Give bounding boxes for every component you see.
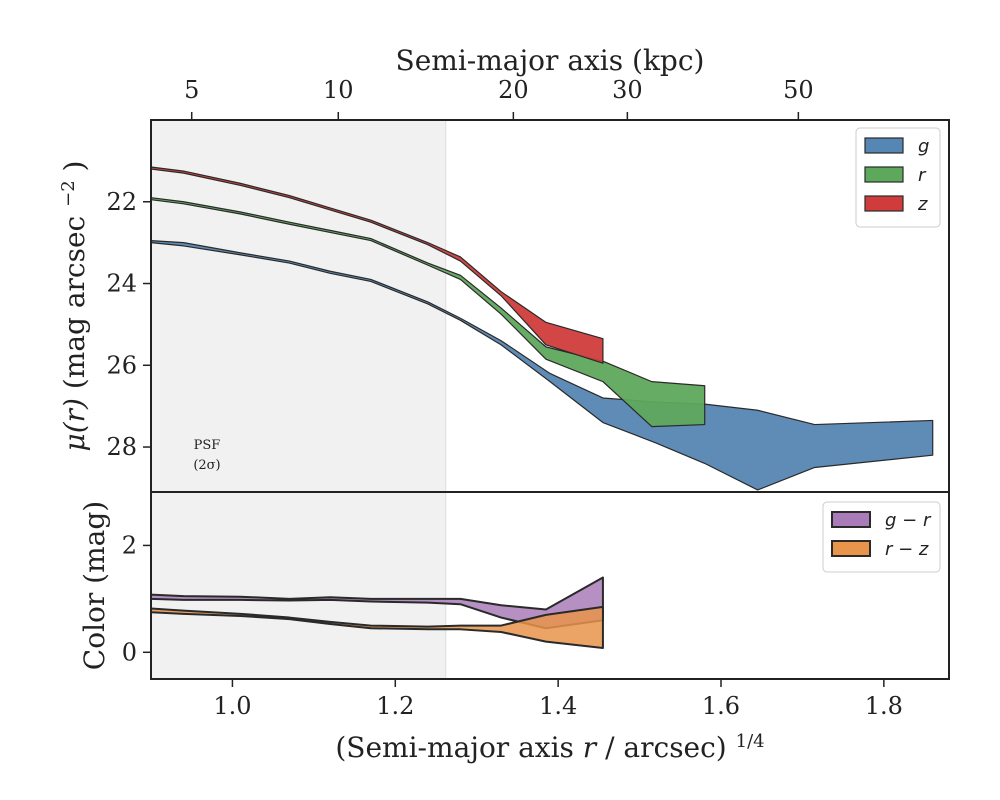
- color-panel: 02 1.0 1.2 1.4 1.6 1.8 Color (mag) (Semi-maj…: [78, 491, 950, 765]
- series-band-2: [150, 605, 604, 650]
- series-band-3: [150, 166, 604, 364]
- bottom-y-ticks: 02: [122, 531, 151, 666]
- bottom-x-ticks: 1.0 1.2 1.4 1.6 1.8: [213, 679, 903, 720]
- y-tick-label: 26: [106, 351, 137, 379]
- x-tick-label: 1.8: [865, 692, 903, 720]
- ylabel-close: ): [58, 160, 91, 171]
- legend-label: g − r: [885, 510, 932, 531]
- series-band-2: [150, 197, 706, 428]
- legend-swatch: [831, 540, 871, 557]
- color-axis-title: Color (mag): [78, 501, 111, 670]
- top-kpc-ticks: 5 10 20 30 50: [184, 76, 814, 120]
- xlabel-pre: (Semi-major axis: [335, 731, 582, 764]
- y-tick-label: 2: [122, 531, 137, 559]
- legend-swatch: [831, 511, 871, 528]
- x-tick-label: 1.6: [702, 692, 740, 720]
- kpc-tick-label: 50: [783, 76, 814, 104]
- y-tick-label: 22: [106, 188, 137, 216]
- x-tick-label: 1.0: [213, 692, 251, 720]
- y-tick-label: 0: [122, 638, 137, 666]
- psf-shaded-region: [151, 492, 446, 679]
- y-tick-label: 24: [106, 270, 137, 298]
- xlabel-post: / arcsec): [605, 731, 727, 764]
- y-tick-label: 28: [106, 433, 137, 461]
- top-legend: grz: [855, 127, 941, 228]
- bottom-panel-frame: [150, 491, 950, 680]
- ylabel-main: μ(r): [58, 398, 91, 451]
- ylabel-unit: (mag arcsec: [58, 216, 91, 389]
- surface-brightness-series: [150, 166, 934, 491]
- legend-label: g: [918, 136, 929, 157]
- top-y-ticks: 22 24 26 28: [106, 188, 151, 461]
- x-tick-label: 1.2: [376, 692, 414, 720]
- surface-brightness-panel: 22 24 26 28 5 10 20 30 50 Semi-major axis (kpc)…: [58, 44, 950, 493]
- kpc-tick-label: 20: [498, 76, 529, 104]
- kpc-tick-label: 30: [612, 76, 643, 104]
- legend-label: r: [918, 165, 927, 186]
- surface-brightness-axis-title: μ(r) (mag arcsec −2 ): [58, 160, 92, 451]
- xlabel-var: r: [583, 731, 598, 764]
- kpc-axis-title: Semi-major axis (kpc): [396, 44, 705, 77]
- legend-swatch: [864, 166, 904, 183]
- kpc-tick-label: 10: [323, 76, 354, 104]
- ylabel-sup: −2: [58, 180, 79, 207]
- legend-label: z: [917, 194, 928, 215]
- legend-label: r − z: [885, 539, 929, 560]
- xlabel-sup: 1/4: [736, 731, 765, 752]
- color-series: [150, 576, 604, 650]
- x-tick-label: 1.4: [539, 692, 577, 720]
- psf-label: PSF: [194, 438, 221, 453]
- semi-major-axis-title: (Semi-major axis r / arcsec) 1/4: [335, 731, 764, 765]
- psf-shaded-region: [151, 120, 446, 492]
- legend-swatch: [864, 195, 904, 212]
- psf-sigma-label: (2σ): [193, 458, 220, 473]
- legend-swatch: [864, 137, 904, 154]
- series-band-1: [150, 239, 934, 491]
- kpc-tick-label: 5: [184, 76, 199, 104]
- bottom-legend: g − r r − z: [822, 501, 941, 573]
